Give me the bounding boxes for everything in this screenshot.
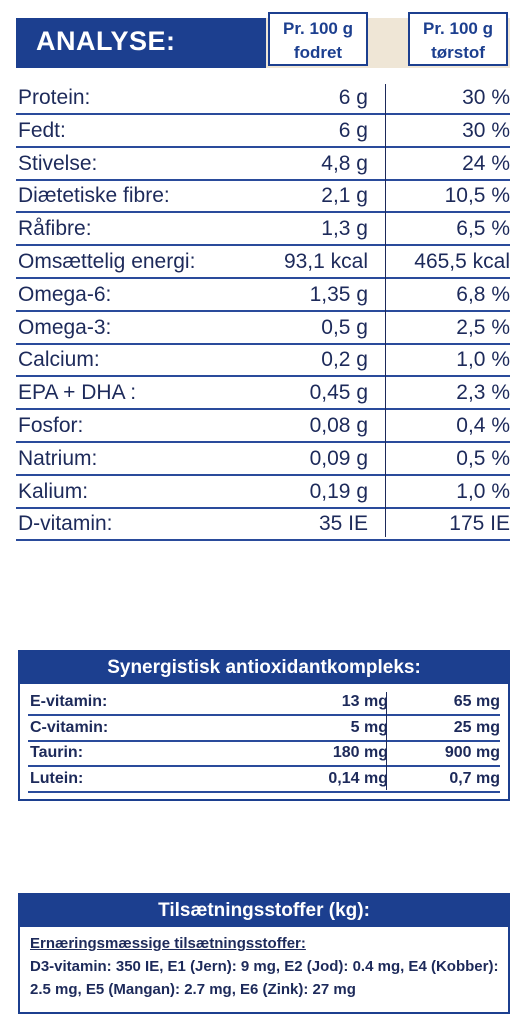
value-fed: 0,5 g bbox=[321, 315, 368, 339]
value-dry: 30 % bbox=[462, 118, 510, 142]
value-fed: 0,19 g bbox=[309, 479, 368, 503]
value-fed: 5 mg bbox=[350, 718, 388, 736]
column-divider bbox=[385, 84, 386, 538]
table-row: Omega-3: 0,5 g 2,5 % bbox=[16, 312, 510, 345]
row-label: E-vitamin: bbox=[30, 693, 108, 710]
box-title: Tilsætningsstoffer (kg): bbox=[20, 895, 508, 927]
row-label: Fedt: bbox=[18, 118, 66, 142]
value-fed: 1,3 g bbox=[321, 217, 368, 241]
column-header: Pr. 100 g fodret bbox=[268, 12, 368, 66]
header-title: ANALYSE: bbox=[36, 26, 176, 56]
additives-text: D3-vitamin: 350 IE, E1 (Jern): 9 mg, E2 … bbox=[30, 958, 499, 998]
row-label: Protein: bbox=[18, 86, 91, 109]
value-dry: 30 % bbox=[462, 86, 510, 109]
value-fed: 2,1 g bbox=[321, 184, 368, 208]
value-fed: 0,45 g bbox=[309, 381, 368, 405]
antioxidant-box: Synergistisk antioxidantkompleks: E-vita… bbox=[18, 650, 510, 801]
table-row: Stivelse: 4,8 g 24 % bbox=[16, 148, 510, 181]
value-fed: 6 g bbox=[338, 118, 368, 142]
table-row: Calcium: 0,2 g 1,0 % bbox=[16, 344, 510, 378]
table-row: Natrium: 0,09 g 0,5 % bbox=[16, 443, 510, 476]
subtitle: Ernæringsmæssige tilsætningsstoffer: bbox=[30, 935, 306, 952]
value-fed: 0,09 g bbox=[309, 446, 368, 470]
value-dry: 6,8 % bbox=[456, 282, 510, 306]
value-dry: 1,0 % bbox=[456, 348, 510, 372]
row-label: EPA + DHA : bbox=[18, 381, 137, 405]
row-label: Kalium: bbox=[18, 479, 89, 503]
row-label: Omega-3: bbox=[18, 315, 112, 339]
value-dry: 1,0 % bbox=[456, 479, 510, 503]
value-fed: 0,14 mg bbox=[328, 769, 388, 787]
table-row: E-vitamin: 13 mg 65 mg bbox=[28, 690, 500, 716]
value-dry: 175 IE bbox=[449, 512, 510, 536]
value-dry: 25 mg bbox=[453, 718, 500, 736]
table-row: C-vitamin: 5 mg 25 mg bbox=[28, 716, 500, 742]
table-row: Diætetiske fibre: 2,1 g 10,5 % bbox=[16, 180, 510, 214]
table-row: Kalium: 0,19 g 1,0 % bbox=[16, 476, 510, 509]
value-fed: 35 IE bbox=[318, 512, 368, 536]
table-row: Lutein: 0,14 mg 0,7 mg bbox=[28, 767, 500, 793]
table-row: Fedt: 6 g 30 % bbox=[16, 115, 510, 148]
row-label: Stivelse: bbox=[18, 151, 98, 175]
box-title: Synergistisk antioxidantkompleks: bbox=[20, 652, 508, 684]
value-dry: 6,5 % bbox=[456, 217, 510, 241]
value-fed: 13 mg bbox=[341, 693, 388, 710]
table-row: EPA + DHA : 0,45 g 2,3 % bbox=[16, 377, 510, 411]
value-fed: 93,1 kcal bbox=[283, 250, 368, 273]
value-fed: 0,08 g bbox=[309, 414, 368, 437]
table-row: Omega-6: 1,35 g 6,8 % bbox=[16, 279, 510, 312]
table-row: Fosfor: 0,08 g 0,4 % bbox=[16, 410, 510, 443]
table-row: Omsættelig energi: 93,1 kcal 465,5 kcal bbox=[16, 246, 510, 279]
value-dry: 2,5 % bbox=[456, 315, 510, 339]
row-label: Omsættelig energi: bbox=[18, 250, 196, 273]
column-divider bbox=[386, 692, 387, 790]
row-label: Diætetiske fibre: bbox=[18, 184, 170, 208]
row-label: Omega-6: bbox=[18, 282, 112, 306]
value-dry: 0,7 mg bbox=[449, 769, 500, 787]
value-dry: 465,5 kcal bbox=[414, 250, 510, 273]
table-row: D-vitamin: 35 IE 175 IE bbox=[16, 508, 510, 542]
row-label: Lutein: bbox=[30, 769, 84, 787]
row-label: Råfibre: bbox=[18, 217, 92, 241]
additives-box: Tilsætningsstoffer (kg): Ernæringsmæssig… bbox=[18, 893, 510, 1014]
table-row: Protein: 6 g 30 % bbox=[16, 82, 510, 115]
row-label: D-vitamin: bbox=[18, 512, 113, 536]
value-fed: 1,35 g bbox=[309, 282, 368, 306]
row-label: Natrium: bbox=[18, 446, 98, 470]
value-dry: 2,3 % bbox=[456, 381, 510, 405]
value-fed: 4,8 g bbox=[321, 151, 368, 175]
value-dry: 10,5 % bbox=[444, 184, 510, 208]
row-label: C-vitamin: bbox=[30, 718, 109, 736]
value-dry: 65 mg bbox=[453, 693, 500, 710]
value-dry: 24 % bbox=[462, 151, 510, 175]
value-dry: 0,5 % bbox=[456, 446, 510, 470]
value-fed: 0,2 g bbox=[321, 348, 368, 372]
value-fed: 6 g bbox=[338, 86, 368, 109]
row-label: Fosfor: bbox=[18, 414, 84, 437]
table-row: Taurin: 180 mg 900 mg bbox=[28, 741, 500, 767]
row-label: Taurin: bbox=[30, 744, 84, 761]
row-label: Calcium: bbox=[18, 348, 100, 372]
value-dry: 900 mg bbox=[444, 744, 500, 761]
column-header: Pr. 100 g tørstof bbox=[408, 12, 508, 66]
value-fed: 180 mg bbox=[332, 744, 388, 761]
value-dry: 0,4 % bbox=[456, 414, 510, 437]
table-row: Råfibre: 1,3 g 6,5 % bbox=[16, 213, 510, 247]
